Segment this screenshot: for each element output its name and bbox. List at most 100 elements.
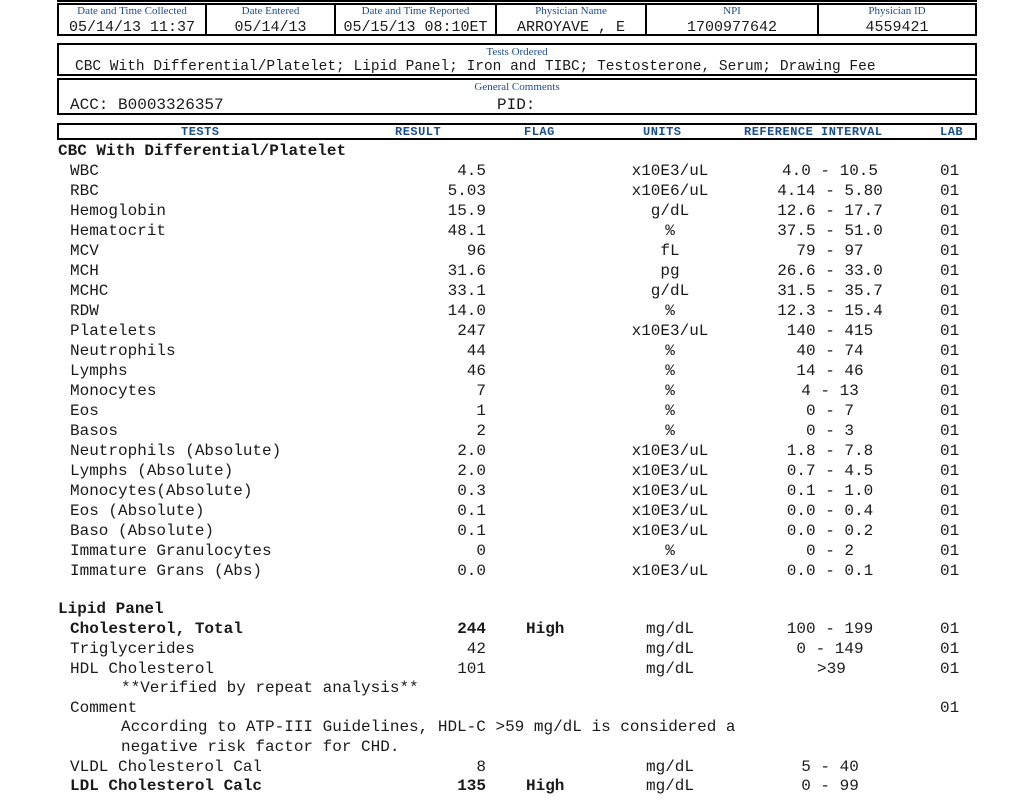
test-reference: 1.8 - 7.8 [786,442,874,460]
test-units: % [665,302,675,320]
test-reference: 79 - 97 [796,242,864,260]
test-lab: 01 [940,502,960,520]
test-name: MCHC [70,282,109,300]
reported-box: Date and Time Reported 05/15/13 08:10ET [334,3,497,36]
test-name: Immature Granulocytes [70,542,272,560]
test-result: 2 [476,422,486,440]
test-name: Monocytes [70,382,157,400]
test-lab: 01 [940,422,960,440]
test-units: x10E3/uL [631,462,709,480]
test-units: mg/dL [645,660,694,678]
lipid-row-cholesterol: Cholesterol, Total 244 High mg/dL 100 - … [0,620,1030,640]
test-name: Baso (Absolute) [70,522,215,540]
comment-label: Comment [70,699,138,717]
collected-box: Date and Time Collected 05/14/13 11:37 [57,3,207,36]
table-row: Lymphs 46% 14 - 46 01 [0,362,1030,382]
comment-lab: 01 [940,699,960,717]
test-name: Basos [70,422,119,440]
test-units: % [665,422,675,440]
reported-value: 05/15/13 08:10ET [343,19,488,36]
test-reference: 4.14 - 5.80 [777,182,883,200]
test-result: 33.1 [447,282,486,300]
test-result: 0.1 [457,522,486,540]
test-lab: 01 [940,242,960,260]
collected-label: Date and Time Collected [77,5,187,17]
table-row: Lymphs (Absolute) 2.0 x10E3/uL 0.7 - 4.5 01 [0,462,1030,482]
test-lab: 01 [940,562,960,580]
test-units: x10E3/uL [631,442,709,460]
test-reference: 31.5 - 35.7 [777,282,883,300]
lipid-section-title: Lipid Panel [58,600,164,618]
table-row: Monocytes(Absolute) 0.3 x10E3/uL 0.1 - 1.0 0… [0,482,1030,502]
test-reference: 4.0 - 10.5 [781,162,878,180]
test-lab: 01 [940,482,960,500]
entered-box: Date Entered 05/14/13 [205,3,336,36]
test-lab: 01 [940,282,960,300]
test-result: 0.1 [457,502,486,520]
comment-line-2: negative risk factor for CHD. [121,738,400,756]
test-reference: 26.6 - 33.0 [777,262,883,280]
test-units: x10E3/uL [631,522,709,540]
verified-note: **Verified by repeat analysis** [121,679,419,697]
reported-label: Date and Time Reported [361,5,470,17]
test-units: mg/dL [645,640,694,658]
test-result: 244 [457,620,486,638]
test-lab: 01 [940,362,960,380]
test-name: Eos (Absolute) [70,502,205,520]
npi-box: NPI 1700977642 [645,3,819,36]
test-lab: 01 [940,640,960,658]
npi-label: NPI [723,5,741,17]
lipid-row-vldl: VLDL Cholesterol Cal 8 mg/dL 5 - 40 [0,758,1030,778]
table-row: Neutrophils (Absolute) 2.0 x10E3/uL 1.8 - 7… [0,442,1030,462]
test-reference: 0.0 - 0.4 [786,502,874,520]
test-result: 31.6 [447,262,486,280]
test-reference: 5 - 40 [801,758,859,776]
pid-label: PID: [497,96,536,114]
test-units: x10E3/uL [631,162,709,180]
test-result: 46 [466,362,486,380]
test-units: mg/dL [645,777,694,795]
col-tests: TESTS [181,125,220,139]
tests-ordered-box: Tests Ordered CBC With Differential/Plat… [57,43,977,76]
col-units: UNITS [643,125,682,139]
test-name: Immature Grans (Abs) [70,562,263,580]
test-units: % [665,342,675,360]
physician-id-value: 4559421 [865,19,929,36]
test-name: Hematocrit [70,222,167,240]
test-result: 135 [457,777,486,795]
test-reference: 4 - 13 [801,382,859,400]
test-name: Lymphs [70,362,128,380]
test-units: x10E3/uL [631,322,709,340]
table-row: Monocytes 7% 4 - 13 01 [0,382,1030,402]
test-name: Monocytes(Absolute) [70,482,253,500]
test-reference: 0 - 7 [805,402,854,420]
test-name: LDL Cholesterol Calc [70,777,263,795]
table-row: Immature Grans (Abs) 0.0 x10E3/uL 0.0 - 0.1… [0,562,1030,582]
table-row: Immature Granulocytes 0% 0 - 2 01 [0,542,1030,562]
test-name: RBC [70,182,99,200]
col-lab: LAB [940,125,964,139]
test-result: 4.5 [457,162,486,180]
test-lab: 01 [940,660,960,678]
col-flag: FLAG [524,125,555,139]
test-lab: 01 [940,382,960,400]
test-reference: 14 - 46 [796,362,864,380]
test-reference: 0 - 2 [805,542,854,560]
test-reference: >39 [817,660,846,678]
test-lab: 01 [940,462,960,480]
table-row: MCHC 33.1 g/dL 31.5 - 35.7 01 [0,282,1030,302]
test-result: 48.1 [447,222,486,240]
test-units: g/dL [650,202,690,220]
table-row: Eos 1% 0 - 7 01 [0,402,1030,422]
table-row: RBC 5.03 x10E6/uL 4.14 - 5.80 01 [0,182,1030,202]
test-result: 14.0 [447,302,486,320]
table-row: WBC 4.5 x10E3/uL 4.0 - 10.5 01 [0,162,1030,182]
test-reference: 100 - 199 [786,620,874,638]
test-lab: 01 [940,402,960,420]
test-lab: 01 [940,302,960,320]
test-result: 101 [457,660,486,678]
physician-id-label: Physician ID [868,5,926,17]
test-units: pg [660,262,680,280]
test-reference: 0.0 - 0.1 [786,562,874,580]
test-name: Triglycerides [70,640,195,658]
